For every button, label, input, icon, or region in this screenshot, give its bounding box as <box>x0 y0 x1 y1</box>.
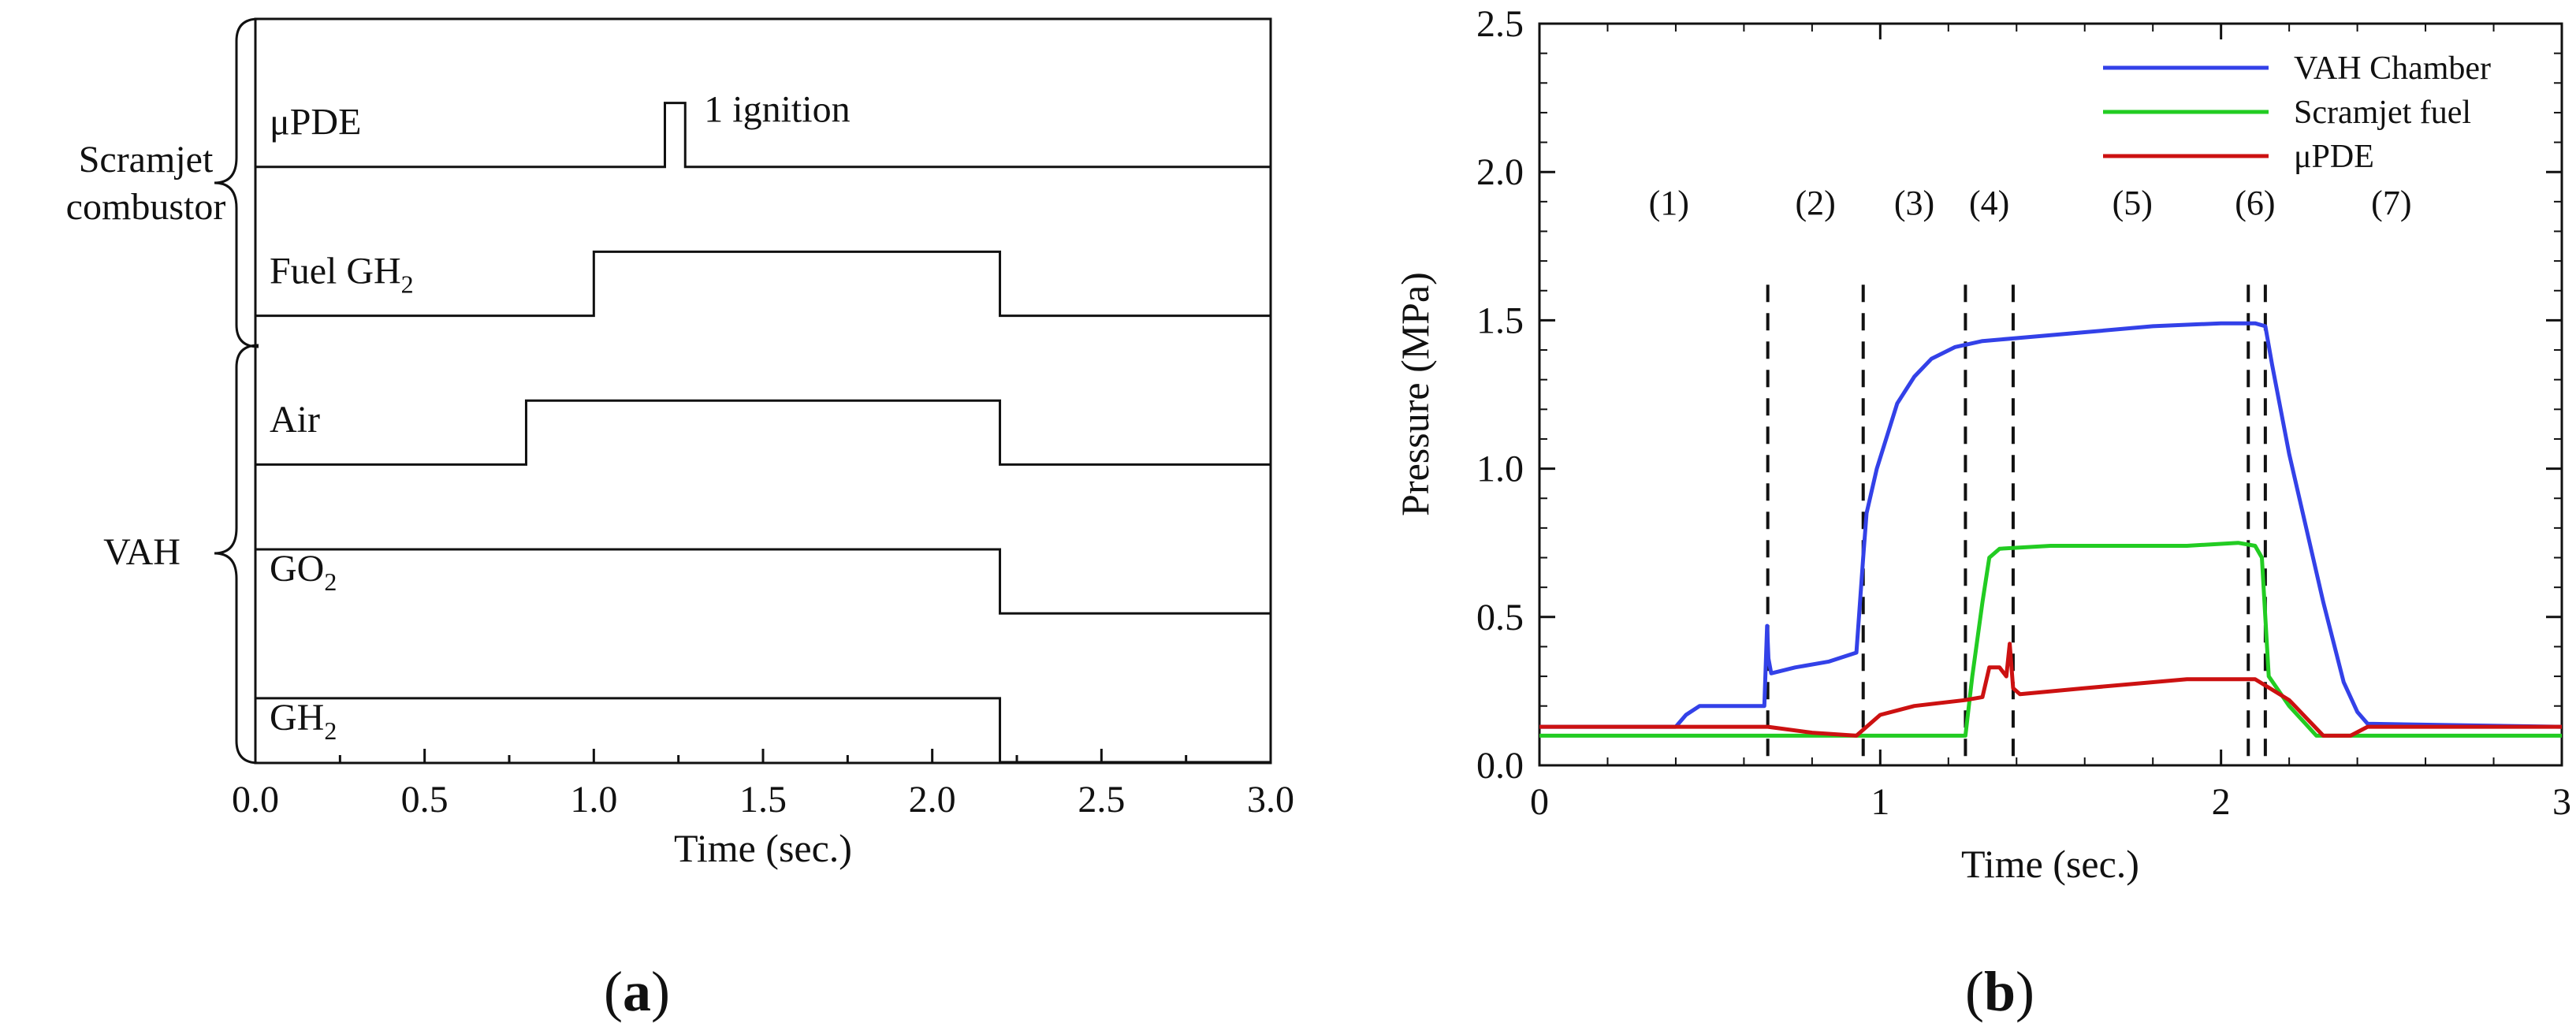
panel-a-paren-open: ( <box>604 960 623 1023</box>
row-label-subscript: 2 <box>324 716 337 745</box>
row-label-gh2: GH2 <box>270 697 337 745</box>
x-axis-title: Time (sec.) <box>1961 842 2139 886</box>
y-tick-label: 2.5 <box>1476 3 1524 45</box>
series-line-mupde <box>1539 642 2562 738</box>
row-label-subscript: 2 <box>401 270 414 298</box>
y-axis-title: Pressure (MPa) <box>1393 272 1437 516</box>
ignition-annotation: 1 ignition <box>704 89 850 131</box>
group-label-vah: VAH <box>103 531 181 573</box>
scramjet-combustor-brace <box>214 17 259 348</box>
x-axis-title: Time (sec.) <box>674 826 852 870</box>
row-label-text: Fuel GH <box>270 250 401 292</box>
x-tick-label: 3.0 <box>1247 779 1294 820</box>
signal-trace-mupde <box>255 102 1271 169</box>
phase-label: (3) <box>1894 184 1934 222</box>
vah-brace <box>214 344 259 765</box>
row-label-air: Air <box>270 399 320 441</box>
phase-label: (1) <box>1649 184 1689 222</box>
phase-label: (7) <box>2371 184 2411 222</box>
x-tick-label: 1 <box>1871 781 1889 823</box>
y-tick-label: 1.5 <box>1476 300 1524 341</box>
x-tick-label: 0.5 <box>401 779 449 820</box>
legend-label-mupde: μPDE <box>2294 139 2374 175</box>
group-label-scramjet: Scramjet <box>79 139 214 180</box>
row-label-text: Air <box>270 399 320 441</box>
pressure-chart-panel: 0 1 2 3 0.0 0.5 1.0 1.5 2.0 2.5 (1) (2) (3) (4) (5) (6… <box>1393 3 2571 1023</box>
phase-label: (4) <box>1969 184 2009 222</box>
row-label-subscript: 2 <box>324 567 337 596</box>
row-label-mupde: μPDE <box>270 102 361 143</box>
x-tick-label: 2.5 <box>1078 779 1125 820</box>
phase-label: (5) <box>2113 184 2153 222</box>
legend-label-vah-chamber: VAH Chamber <box>2294 50 2491 87</box>
signal-trace-air <box>255 399 1271 466</box>
panel-b-letter: b <box>1984 960 2016 1023</box>
x-tick-label: 2 <box>2212 781 2231 823</box>
panel-a-letter: a <box>623 960 651 1023</box>
legend-label-scramjet-fuel: Scramjet fuel <box>2294 95 2471 131</box>
row-label-text: GO <box>270 548 324 590</box>
row-label-go2: GO2 <box>270 548 337 596</box>
signal-trace-go2 <box>255 548 1271 615</box>
y-tick-label: 2.0 <box>1476 151 1524 193</box>
x-tick-label: 0.0 <box>232 779 279 820</box>
row-label-fuel-gh2: Fuel GH2 <box>270 250 414 298</box>
panel-a-paren-close: ) <box>651 960 670 1023</box>
panel-b-label: (b) <box>1965 960 2034 1023</box>
x-tick-label: 0 <box>1530 781 1549 823</box>
row-label-text: GH <box>270 697 324 739</box>
y-tick-label: 1.0 <box>1476 448 1524 490</box>
signal-trace-fuel-gh2 <box>255 250 1271 318</box>
panel-b-paren-close: ) <box>2016 960 2034 1023</box>
x-tick-label: 2.0 <box>909 779 956 820</box>
group-label-combustor: combustor <box>66 186 226 228</box>
x-tick-label: 1.5 <box>739 779 787 820</box>
x-tick-label: 1.0 <box>570 779 617 820</box>
phase-label: (6) <box>2235 184 2275 222</box>
plot-area <box>1538 22 2563 767</box>
phase-label: (2) <box>1796 184 1836 222</box>
y-tick-label: 0.5 <box>1476 597 1524 638</box>
row-label-text: μPDE <box>270 102 361 143</box>
series-line-vah-chamber <box>1539 321 2563 729</box>
x-tick-label: 3 <box>2552 781 2571 823</box>
series-line-scramjet-fuel <box>1539 541 2562 738</box>
panel-b-paren-open: ( <box>1965 960 1984 1023</box>
signal-trace-gh2 <box>255 697 1271 764</box>
y-tick-label: 0.0 <box>1476 745 1524 787</box>
panel-a-label: (a) <box>604 960 670 1023</box>
